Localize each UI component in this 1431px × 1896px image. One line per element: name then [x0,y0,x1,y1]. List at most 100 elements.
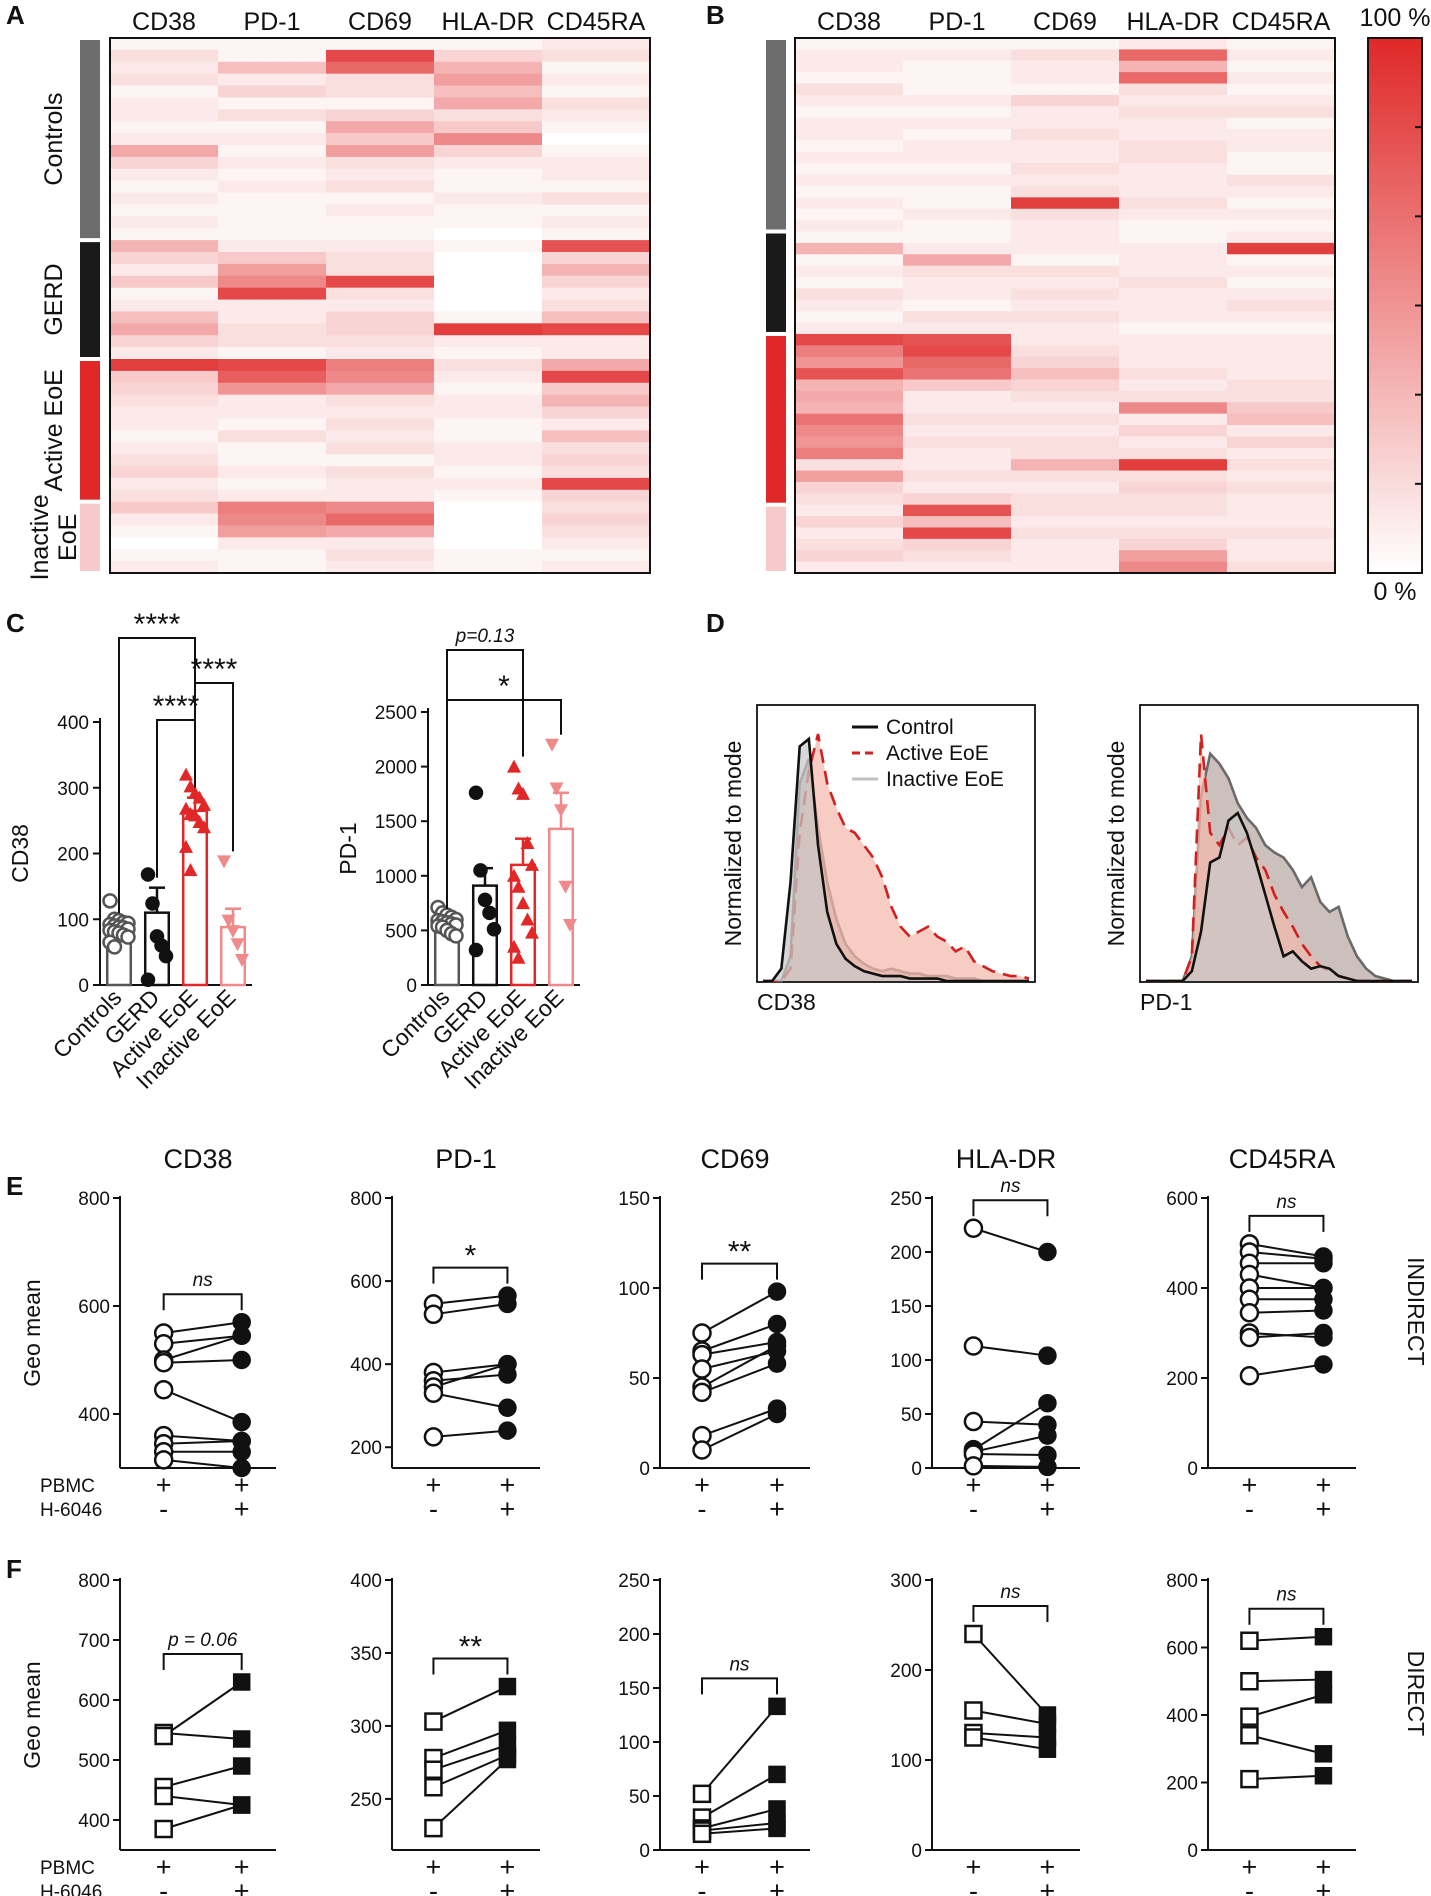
heatmap-cell [795,299,904,312]
group-label: Active EoE [40,369,68,491]
data-point-after [1038,1740,1057,1758]
data-point-after [767,1314,787,1334]
heatmap-cell [434,335,543,348]
pair-line [973,1736,1048,1751]
pair-line [163,1804,242,1830]
heatmap-cell [434,121,543,134]
group-bar-gerd [80,242,100,357]
pair-line [701,1290,778,1334]
heatmap-cell [903,94,1012,107]
data-point [230,938,245,952]
data-point [468,785,484,801]
heatmap-cell [1011,60,1120,73]
heatmap-cell [434,347,543,360]
heatmap-cell [218,228,327,241]
heatmap-cell [903,299,1012,312]
heatmap-cell [1011,402,1120,415]
heatmap-cell [434,489,543,503]
panel-letter-e: E [6,1171,23,1201]
y-tick-label: 300 [350,1717,382,1738]
heatmap-cell [218,121,327,134]
heatmap-cell [218,73,327,87]
heatmap-cell [326,359,435,372]
pair-line [701,1822,778,1832]
heatmap-cell [542,228,651,241]
data-point-before [424,1712,443,1731]
heatmap-cell [434,145,543,158]
condition-sign: + [769,1876,785,1896]
condition-sign: + [1040,1852,1056,1882]
data-point [549,782,564,796]
heatmap-cell [795,288,904,301]
pair-line [701,1773,778,1819]
y-axis-label: Normalized to mode [720,741,746,947]
heatmap-cell [903,481,1012,494]
heatmap-cell [218,275,327,289]
data-point-before [963,1411,984,1432]
heatmap-cell [326,263,435,277]
y-tick-label: 200 [1166,1369,1198,1390]
y-tick-label: 0 [1187,1459,1198,1480]
data-point-before [692,1784,712,1804]
heatmap-cell [795,277,904,290]
heatmap-cell [326,145,435,158]
y-tick-label: 800 [78,1189,110,1210]
heatmap-cell [110,335,219,348]
heatmap-cell [434,442,543,455]
condition-label: H-6046 [40,1500,102,1521]
heatmap-cell [1011,140,1120,153]
group-label: Controls [40,93,68,186]
y-tick-label: 800 [78,1571,110,1592]
pair-line [701,1350,778,1370]
heatmap-cell [1227,527,1336,540]
heatmap-cell [1011,436,1120,449]
condition-sign: + [1242,1470,1258,1500]
significance-label: ns [193,1270,214,1291]
heatmap-cell [326,430,435,443]
heatmap-cell [903,459,1012,472]
heatmap-cell [434,73,543,87]
heatmap-cell [795,311,904,324]
heatmap-cell [434,168,543,182]
heatmap-cell [1119,106,1228,119]
y-tick-label: 250 [890,1189,922,1210]
heatmap-cell [1011,83,1120,96]
heatmap-cell [1011,345,1120,358]
heatmap-cell [110,287,219,301]
heatmap-cell [218,501,327,515]
heatmap-cell [795,242,904,255]
heatmap-cell [326,406,435,420]
condition-sign: + [234,1494,250,1524]
heatmap-cell [1011,94,1120,107]
pair-line [701,1827,778,1835]
panel-letter-a: A [6,0,25,30]
data-point-before [1240,1707,1259,1726]
heatmap-frame [794,37,1336,574]
condition-sign: + [1040,1494,1056,1524]
data-point-before [963,1456,984,1476]
data-point [511,879,526,893]
heatmap-cell [903,117,1012,130]
heatmap-cell [795,265,904,278]
heatmap-cell [326,501,435,515]
histogram-frame [756,704,1036,983]
heatmap-cell [542,73,651,87]
condition-sign: + [1242,1852,1258,1882]
pair-line [701,1407,778,1437]
heatmap-cell [542,501,651,515]
data-point-after [768,1819,786,1838]
heatmap-cell [110,109,219,122]
data-point-after [232,1757,251,1775]
heatmap-cell [1119,481,1228,494]
heatmap-cell [542,61,651,75]
pair-line [1249,1693,1324,1718]
heatmap-cell [218,168,327,182]
heatmap-cell [795,38,904,50]
heatmap-cell [1227,60,1336,73]
heatmap-cell [1011,561,1120,574]
heatmap-cell [795,94,904,107]
heatmap-cell [1227,265,1336,278]
heatmap-cell [542,537,651,550]
